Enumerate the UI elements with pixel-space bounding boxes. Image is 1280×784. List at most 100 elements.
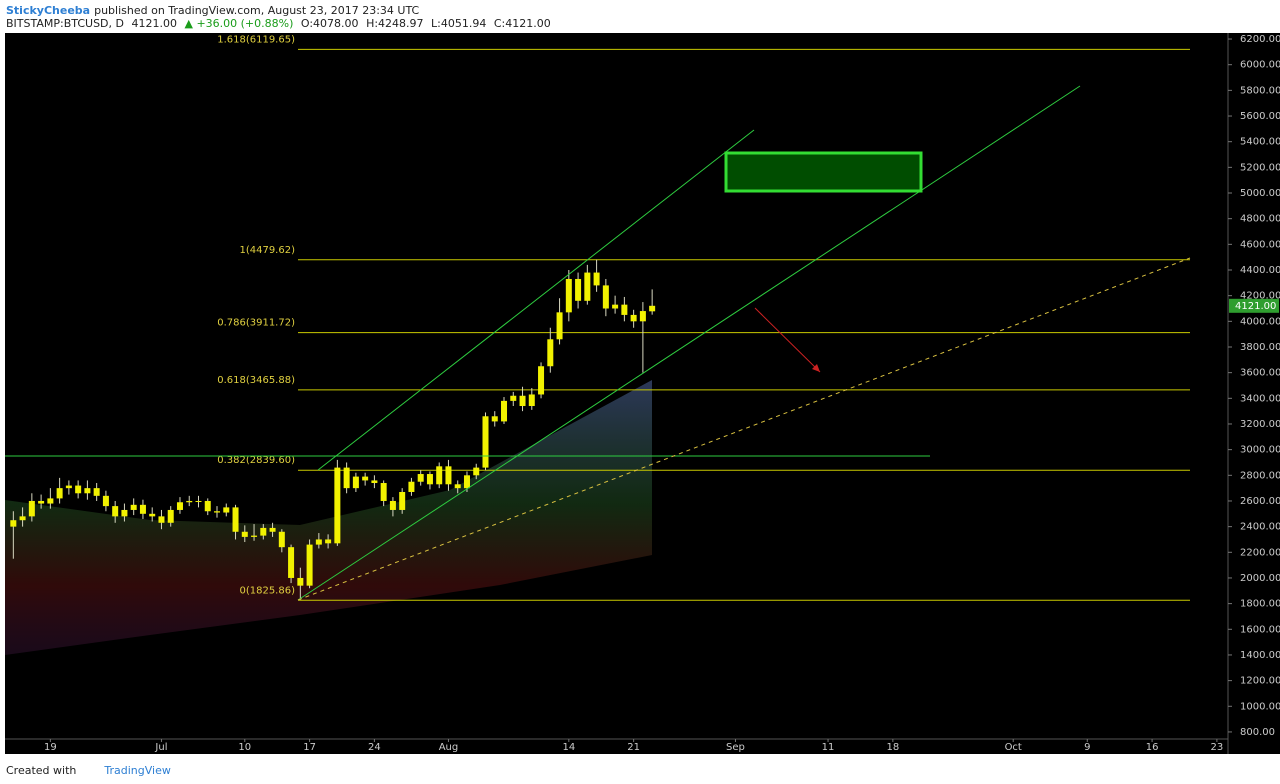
- candle-body: [473, 467, 480, 476]
- candle-body: [639, 311, 646, 322]
- y-tick-label: 2400.00: [1240, 522, 1280, 533]
- channel-upper: [317, 129, 755, 471]
- candle-body: [288, 547, 295, 578]
- candle-body: [278, 531, 285, 548]
- y-tick-label: 5000.00: [1240, 188, 1280, 199]
- x-tick-label: 9: [1084, 742, 1090, 753]
- candle-body: [38, 500, 45, 504]
- candle-body: [454, 484, 461, 489]
- candle-body: [176, 502, 183, 510]
- last-price-badge: [1229, 298, 1279, 313]
- candle-body: [260, 527, 267, 536]
- y-tick-label: 3000.00: [1240, 445, 1280, 456]
- arrow-line: [754, 307, 821, 373]
- y-tick-label: 4000.00: [1240, 316, 1280, 327]
- price-axis-background: [1228, 33, 1280, 754]
- x-tick-label: 10: [238, 742, 251, 753]
- ohlc-low: L:4051.94: [431, 17, 487, 30]
- candle-body: [621, 304, 628, 315]
- fib-label: 0.382(2839.60): [217, 455, 295, 466]
- brand[interactable]: TradingView: [104, 764, 171, 777]
- candle-body: [630, 314, 637, 322]
- y-tick-label: 1600.00: [1240, 624, 1280, 635]
- x-tick-label: Sep: [726, 742, 745, 753]
- y-tick-label: 1800.00: [1240, 599, 1280, 610]
- y-tick-label: 5200.00: [1240, 162, 1280, 173]
- candle-body: [232, 507, 239, 532]
- candle-body: [112, 506, 119, 517]
- candle-body: [195, 500, 202, 502]
- candle-body: [334, 467, 341, 544]
- candle-body: [325, 539, 332, 544]
- candle-body: [575, 278, 582, 301]
- y-tick-label: 5800.00: [1240, 85, 1280, 96]
- candle-body: [556, 312, 563, 340]
- y-tick-label: 1400.00: [1240, 650, 1280, 661]
- candle-body: [130, 504, 137, 510]
- x-tick-label: 17: [303, 742, 316, 753]
- candle-body: [28, 500, 35, 517]
- ohlc-high: H:4248.97: [366, 17, 424, 30]
- published: published on TradingView.com, August 23,…: [94, 4, 420, 17]
- y-tick-label: 3400.00: [1240, 393, 1280, 404]
- candle-body: [482, 416, 489, 468]
- symbol-line: BITSTAMP:BTCUSD, D 4121.00 ▲ +36.00 (+0.…: [6, 17, 555, 30]
- candle-body: [214, 511, 221, 513]
- last-price-label: 4121.00: [1235, 301, 1276, 312]
- x-tick-label: Aug: [439, 742, 459, 753]
- y-tick-label: 2200.00: [1240, 547, 1280, 558]
- y-tick-label: 4200.00: [1240, 291, 1280, 302]
- candle-body: [223, 507, 230, 513]
- target-box: [724, 151, 923, 193]
- candle-body: [380, 483, 387, 501]
- candle-body: [547, 339, 554, 367]
- x-tick-label: 24: [368, 742, 381, 753]
- ma-ribbon-decoration: [5, 380, 652, 655]
- fib-label: 0.786(3911.72): [217, 318, 295, 329]
- channel-lower: [297, 85, 1081, 601]
- x-tick-label: 11: [822, 742, 835, 753]
- candle-body: [519, 395, 526, 407]
- author[interactable]: StickyCheeba: [6, 4, 91, 17]
- candle-body: [139, 504, 146, 514]
- candle-body: [528, 394, 535, 407]
- candle-body: [501, 400, 508, 422]
- candle-body: [593, 272, 600, 286]
- arrow-head: [812, 364, 820, 372]
- candle-body: [408, 481, 415, 492]
- candle-body: [47, 498, 54, 504]
- candle-body: [417, 474, 424, 482]
- candle-body: [10, 520, 17, 527]
- candle-body: [584, 272, 591, 301]
- candle-body: [167, 509, 174, 523]
- candle-body: [19, 516, 26, 521]
- candle-body: [149, 513, 156, 517]
- candle-body: [436, 466, 443, 485]
- y-tick-label: 4600.00: [1240, 239, 1280, 250]
- candle-body: [602, 285, 609, 309]
- y-tick-label: 800.00: [1240, 727, 1275, 738]
- change: ▲ +36.00 (+0.88%): [184, 17, 294, 30]
- header-line: StickyCheeba published on TradingView.com…: [6, 4, 423, 17]
- candle-body: [362, 476, 369, 481]
- x-tick-label: 16: [1146, 742, 1159, 753]
- candle-body: [297, 577, 304, 586]
- candle-body: [445, 466, 452, 485]
- candle-body: [491, 416, 498, 422]
- candle-body: [65, 485, 72, 489]
- candle-body: [389, 500, 396, 510]
- y-tick-label: 2800.00: [1240, 470, 1280, 481]
- candle-body: [84, 488, 91, 494]
- candle-body: [269, 527, 276, 532]
- candle-body: [186, 500, 193, 503]
- candle-body: [399, 491, 406, 510]
- ohlc-close: C:4121.00: [493, 17, 551, 30]
- x-tick-label: 18: [886, 742, 899, 753]
- x-tick-label: Oct: [1005, 742, 1022, 753]
- y-tick-label: 5600.00: [1240, 111, 1280, 122]
- y-tick-label: 1000.00: [1240, 701, 1280, 712]
- candle-body: [93, 488, 100, 496]
- plot-background: [5, 33, 1228, 754]
- footer: Created with TradingView: [6, 764, 171, 777]
